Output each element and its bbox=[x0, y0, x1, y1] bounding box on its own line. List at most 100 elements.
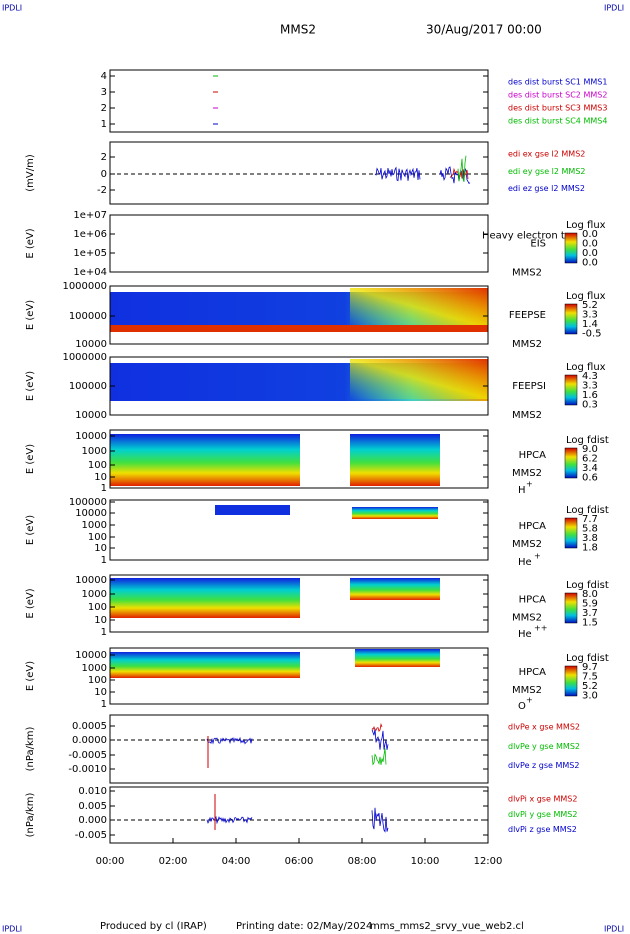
spacecraft-title: MMS2 bbox=[280, 23, 316, 37]
colorbar-label: 5.9 bbox=[582, 599, 598, 610]
spectrogram bbox=[215, 505, 290, 515]
probe-label: MMS2 bbox=[512, 410, 542, 421]
colorbar-label: 8.0 bbox=[582, 589, 598, 600]
legend-entry: des dist burst SC2 MMS2 bbox=[508, 91, 607, 100]
y-tick-label: 1000 bbox=[82, 446, 107, 457]
legend-entry: edi ey gse l2 MMS2 bbox=[508, 167, 586, 176]
x-tick-label: 12:00 bbox=[474, 856, 503, 867]
corner-mark: IPDLI bbox=[2, 4, 22, 13]
y-tick-label: 100 bbox=[88, 602, 107, 613]
y-tick-label: 1e+04 bbox=[73, 267, 107, 278]
date-title: 30/Aug/2017 00:00 bbox=[426, 23, 542, 37]
spectrogram bbox=[352, 507, 438, 519]
legend-entry: dlvPe x gse MMS2 bbox=[508, 723, 580, 732]
y-tick-label: 1000000 bbox=[62, 352, 107, 363]
instrument-label: HPCA bbox=[519, 595, 547, 606]
y-tick-label: 100 bbox=[88, 460, 107, 471]
colorbar-label: 5.2 bbox=[582, 300, 598, 311]
y-tick-label: 10 bbox=[94, 543, 107, 554]
charge-label: + bbox=[534, 552, 541, 561]
y-tick-label: 100000 bbox=[69, 497, 107, 508]
trace bbox=[371, 748, 387, 766]
y-axis-label: (nPa/km) bbox=[25, 793, 36, 838]
panel-frame bbox=[109, 647, 489, 705]
y-tick-label: -0.0005 bbox=[68, 750, 107, 761]
colorbar bbox=[564, 374, 578, 406]
colorbar-label: 3.7 bbox=[582, 608, 598, 619]
y-tick-label: 10000 bbox=[75, 650, 107, 661]
panel-frame bbox=[109, 285, 489, 345]
colorbar bbox=[564, 447, 578, 479]
y-tick-label: 10 bbox=[94, 615, 107, 626]
y-tick-label: 0.010 bbox=[78, 786, 107, 797]
x-tick-label: 02:00 bbox=[159, 856, 188, 867]
species-label: He bbox=[518, 629, 532, 640]
probe-label: MMS2 bbox=[512, 685, 542, 696]
colorbar-label: 9.7 bbox=[582, 662, 598, 673]
colorbar bbox=[564, 232, 578, 264]
colorbar-label: 6.2 bbox=[582, 454, 598, 465]
trace bbox=[371, 807, 389, 833]
y-tick-label: 1e+07 bbox=[73, 210, 107, 221]
panel-frame bbox=[109, 429, 489, 489]
x-tick-label: 08:00 bbox=[348, 856, 377, 867]
instrument-label: HPCA bbox=[519, 450, 547, 461]
colorbar-label: 0.0 bbox=[582, 229, 598, 240]
colorbar-label: 0.0 bbox=[582, 239, 598, 250]
y-tick-label: 1000 bbox=[82, 589, 107, 600]
charge-label: + bbox=[526, 696, 533, 705]
y-tick-label: 2 bbox=[101, 103, 107, 114]
panel-frame bbox=[109, 141, 489, 205]
legend-entry: des dist burst SC3 MMS3 bbox=[508, 104, 607, 113]
y-tick-label: 100 bbox=[88, 675, 107, 686]
colorbar-label: 5.2 bbox=[582, 681, 598, 692]
y-tick-label: 0.005 bbox=[78, 801, 107, 812]
spectrogram bbox=[350, 359, 488, 399]
spectrogram bbox=[110, 434, 300, 486]
footer-producer: Produced by cl (IRAP) bbox=[100, 921, 207, 932]
colorbar-label: 4.3 bbox=[582, 371, 598, 382]
colorbar-label: 1.5 bbox=[582, 618, 598, 629]
trace bbox=[206, 736, 253, 745]
panel-frame bbox=[109, 499, 489, 561]
y-tick-label: 1 bbox=[101, 119, 107, 130]
y-tick-label: 1000000 bbox=[62, 281, 107, 292]
trace bbox=[371, 722, 383, 732]
spectrogram bbox=[355, 649, 440, 667]
colorbar-title: Log flux bbox=[566, 291, 606, 302]
colorbar-label: 9.0 bbox=[582, 444, 598, 455]
legend-entry: edi ez gse l2 MMS2 bbox=[508, 184, 585, 193]
species-label: H bbox=[518, 485, 526, 496]
y-tick-label: 1000 bbox=[82, 663, 107, 674]
colorbar-title: Log fdist bbox=[566, 580, 609, 591]
colorbar-label: 3.3 bbox=[582, 381, 598, 392]
y-tick-label: 1 bbox=[101, 699, 107, 710]
x-tick-label: 00:00 bbox=[96, 856, 125, 867]
probe-label: MMS2 bbox=[512, 613, 542, 624]
colorbar-label: 3.3 bbox=[582, 310, 598, 321]
y-axis-label: (nPa/km) bbox=[25, 727, 36, 772]
y-tick-label: -0.0010 bbox=[68, 764, 107, 775]
instrument-label: EIS bbox=[530, 239, 546, 250]
y-tick-label: 1000 bbox=[82, 520, 107, 531]
y-tick-label: -0.005 bbox=[75, 830, 107, 841]
spectrogram bbox=[110, 578, 300, 618]
corner-mark: IPDLI bbox=[2, 925, 22, 934]
instrument-label: FEEPSE bbox=[509, 310, 546, 321]
y-tick-label: 1 bbox=[101, 483, 107, 494]
colorbar-title: Log fdist bbox=[566, 505, 609, 516]
y-tick-label: 3 bbox=[101, 87, 107, 98]
colorbar-label: 0.6 bbox=[582, 473, 598, 484]
colorbar-label: 1.6 bbox=[582, 390, 598, 401]
y-tick-label: 0 bbox=[101, 169, 107, 180]
colorbar bbox=[564, 592, 578, 624]
trace bbox=[371, 728, 389, 750]
y-axis-label: E (eV) bbox=[25, 371, 36, 401]
spectrogram bbox=[110, 652, 300, 678]
y-axis-label: E (eV) bbox=[25, 515, 36, 545]
colorbar-title: Log flux bbox=[566, 220, 606, 231]
trace bbox=[374, 166, 421, 182]
colorbar-label: 0.0 bbox=[582, 258, 598, 269]
y-tick-label: 1e+05 bbox=[73, 248, 107, 259]
